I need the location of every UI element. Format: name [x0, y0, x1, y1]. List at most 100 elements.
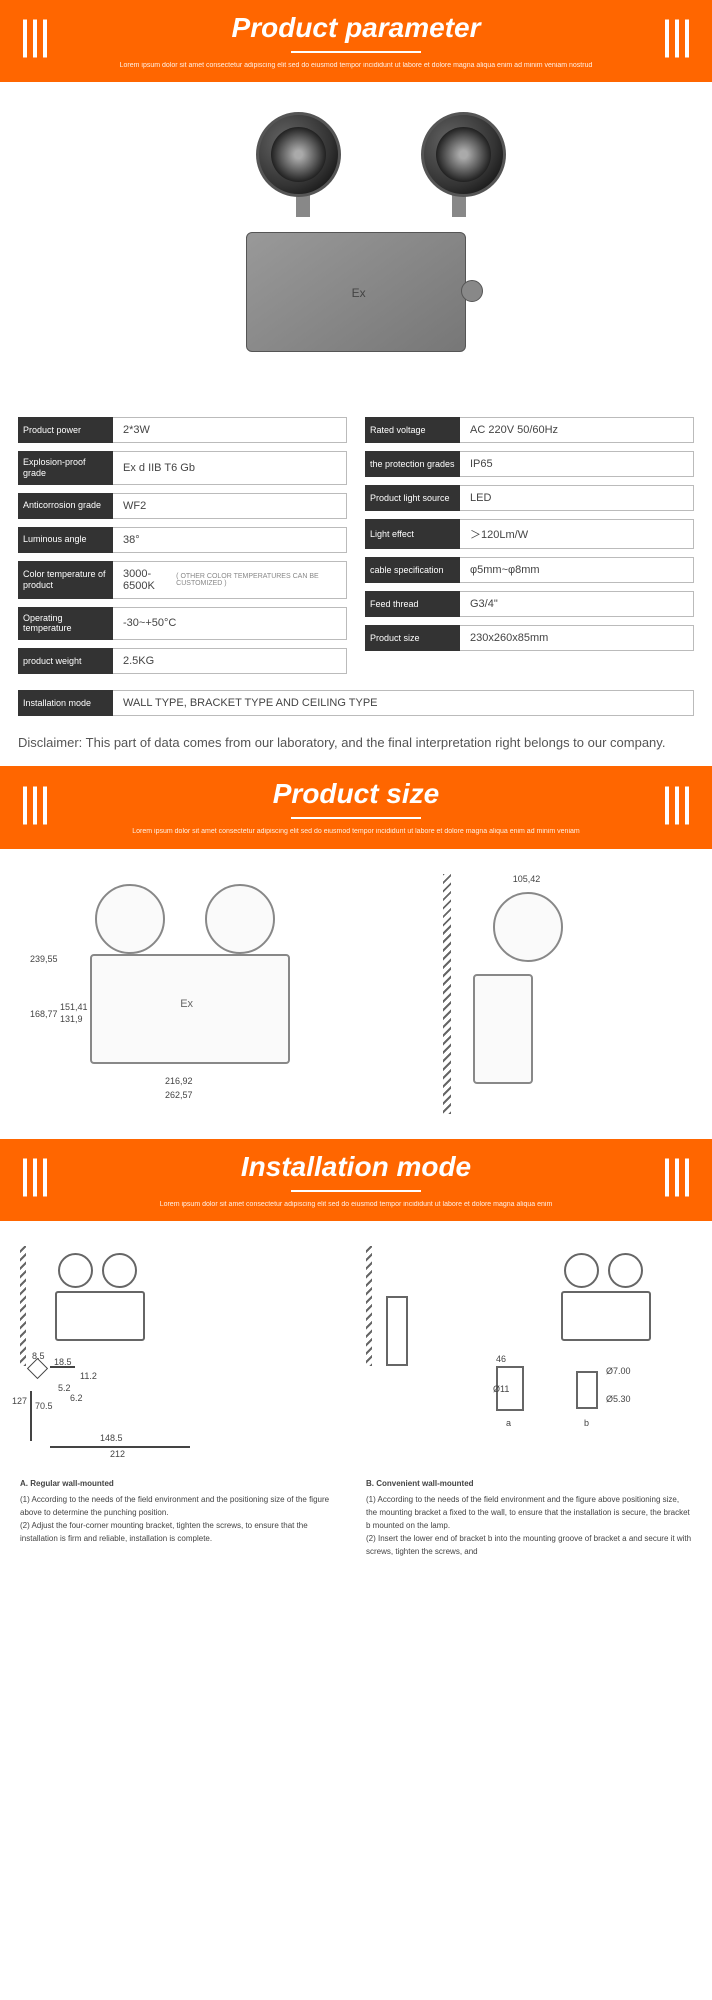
dimension-drawings: 239,55 168,77 151,41 131,9 216,92 262,57…	[0, 849, 712, 1139]
spec-row: Product light sourceLED	[365, 485, 694, 511]
header-title: Installation mode	[241, 1151, 471, 1186]
side-view-drawing: 105,42	[443, 874, 682, 1114]
spec-value: 2.5KG	[113, 648, 347, 674]
disclaimer-text: Disclaimer: This part of data comes from…	[0, 732, 712, 766]
dim-label: 239,55	[30, 954, 58, 964]
dim-label: 6.2	[70, 1393, 83, 1403]
spec-label: Color temperature of product	[18, 561, 113, 599]
spec-value: φ5mm~φ8mm	[460, 557, 694, 583]
spec-label: Operating temperature	[18, 607, 113, 641]
spec-value: 230x260x85mm	[460, 625, 694, 651]
spec-row: Feed threadG3/4"	[365, 591, 694, 617]
spec-value: G3/4"	[460, 591, 694, 617]
spec-row: Anticorrosion gradeWF2	[18, 493, 347, 519]
product-image	[0, 82, 712, 417]
header-title: Product size	[273, 778, 439, 813]
install-diagram-b: 46 Ø11 Ø7.00 Ø5.30 a b	[366, 1246, 692, 1466]
install-step: (2) Adjust the four-corner mounting brac…	[20, 1520, 346, 1546]
dim-label: Ø5.30	[606, 1394, 631, 1404]
spec-row: Luminous angle38°	[18, 527, 347, 553]
spec-label: Installation mode	[18, 690, 113, 716]
dim-label: Ø11	[493, 1384, 509, 1394]
light-head-left	[256, 112, 341, 197]
spec-value: WALL TYPE, BRACKET TYPE AND CEILING TYPE	[113, 690, 694, 716]
header-subtitle: Lorem ipsum dolor sit amet consectetur a…	[116, 827, 596, 836]
spec-row: Operating temperature-30~+50°C	[18, 607, 347, 641]
header-title: Product parameter	[232, 12, 481, 47]
install-left-column: 8.5 18.5 11.2 5.2 6.2 127 70.5 148.5 212…	[20, 1246, 346, 1559]
install-step: (1) According to the needs of the field …	[20, 1494, 346, 1520]
spec-label: Feed thread	[365, 591, 460, 617]
light-head-right	[421, 112, 506, 197]
front-view-drawing: 239,55 168,77 151,41 131,9 216,92 262,57	[30, 874, 413, 1114]
dim-label: a	[506, 1418, 511, 1428]
dim-label: 262,57	[165, 1090, 193, 1100]
spec-label: Luminous angle	[18, 527, 113, 553]
install-text-b: B. Convenient wall-mounted (1) According…	[366, 1478, 692, 1559]
dim-label: 131,9	[60, 1014, 83, 1024]
spec-label: the protection grades	[365, 451, 460, 477]
spec-label: cable specification	[365, 557, 460, 583]
spec-value: LED	[460, 485, 694, 511]
section-header-parameter: Product parameter Lorem ipsum dolor sit …	[0, 0, 712, 82]
spec-label: Anticorrosion grade	[18, 493, 113, 519]
spec-value: -30~+50°C	[113, 607, 347, 641]
spec-row: Explosion-proof gradeEx d IIB T6 Gb	[18, 451, 347, 485]
install-title: B. Convenient wall-mounted	[366, 1478, 692, 1491]
dim-label: 70.5	[35, 1401, 53, 1411]
section-header-install: Installation mode Lorem ipsum dolor sit …	[0, 1139, 712, 1221]
spec-label: Light effect	[365, 519, 460, 549]
spec-row: cable specificationφ5mm~φ8mm	[365, 557, 694, 583]
spec-row: Color temperature of product3000-6500K( …	[18, 561, 347, 599]
spec-row: the protection gradesIP65	[365, 451, 694, 477]
section-header-size: Product size Lorem ipsum dolor sit amet …	[0, 766, 712, 848]
header-subtitle: Lorem ipsum dolor sit amet consectetur a…	[116, 1200, 596, 1209]
decorative-bars-left	[20, 786, 50, 829]
dim-label: 11.2	[80, 1371, 97, 1381]
dim-label: b	[584, 1418, 589, 1428]
install-step: (2) Insert the lower end of bracket b in…	[366, 1533, 692, 1559]
dim-label: 216,92	[165, 1076, 193, 1086]
spec-row: Rated voltageAC 220V 50/60Hz	[365, 417, 694, 443]
spec-row: Product power2*3W	[18, 417, 347, 443]
light-body	[246, 232, 466, 352]
specs-table: Product power2*3W Explosion-proof gradeEx…	[0, 417, 712, 690]
spec-label: Rated voltage	[365, 417, 460, 443]
spec-label: Product light source	[365, 485, 460, 511]
decorative-bars-left	[20, 20, 50, 63]
spec-note: ( OTHER COLOR TEMPERATURES CAN BE CUSTOM…	[176, 573, 336, 587]
installation-section: 8.5 18.5 11.2 5.2 6.2 127 70.5 148.5 212…	[0, 1221, 712, 1584]
install-text-a: A. Regular wall-mounted (1) According to…	[20, 1478, 346, 1546]
spec-value: Ex d IIB T6 Gb	[113, 451, 347, 485]
spec-label: Product size	[365, 625, 460, 651]
dim-label: 18.5	[54, 1357, 72, 1367]
decorative-bars-right	[662, 1158, 692, 1201]
dim-label: 148.5	[100, 1433, 123, 1443]
dim-label: 127	[12, 1396, 27, 1406]
install-title: A. Regular wall-mounted	[20, 1478, 346, 1491]
spec-row: Light effect＞120Lm/W	[365, 519, 694, 549]
dim-label: 168,77	[30, 1009, 58, 1019]
spec-value: 2*3W	[113, 417, 347, 443]
dim-label: 5.2	[58, 1383, 71, 1393]
spec-value: AC 220V 50/60Hz	[460, 417, 694, 443]
spec-value: 3000-6500K( OTHER COLOR TEMPERATURES CAN…	[113, 561, 347, 599]
decorative-bars-right	[662, 20, 692, 63]
spec-value: WF2	[113, 493, 347, 519]
dim-label: 151,41	[60, 1002, 88, 1012]
dim-label: 212	[110, 1449, 125, 1459]
decorative-bars-left	[20, 1158, 50, 1201]
install-diagram-a: 8.5 18.5 11.2 5.2 6.2 127 70.5 148.5 212	[20, 1246, 346, 1466]
spec-row: product weight2.5KG	[18, 648, 347, 674]
spec-label: Explosion-proof grade	[18, 451, 113, 485]
decorative-bars-right	[662, 786, 692, 829]
install-step: (1) According to the needs of the field …	[366, 1494, 692, 1532]
header-subtitle: Lorem ipsum dolor sit amet consectetur a…	[116, 61, 596, 70]
dim-label: 46	[496, 1354, 506, 1364]
dim-label: 8.5	[32, 1351, 45, 1361]
spec-row-install: Installation mode WALL TYPE, BRACKET TYP…	[18, 690, 694, 716]
spec-value: ＞120Lm/W	[460, 519, 694, 549]
spec-value: 38°	[113, 527, 347, 553]
dim-label: Ø7.00	[606, 1366, 631, 1376]
install-right-column: 46 Ø11 Ø7.00 Ø5.30 a b B. Convenient wal…	[366, 1246, 692, 1559]
